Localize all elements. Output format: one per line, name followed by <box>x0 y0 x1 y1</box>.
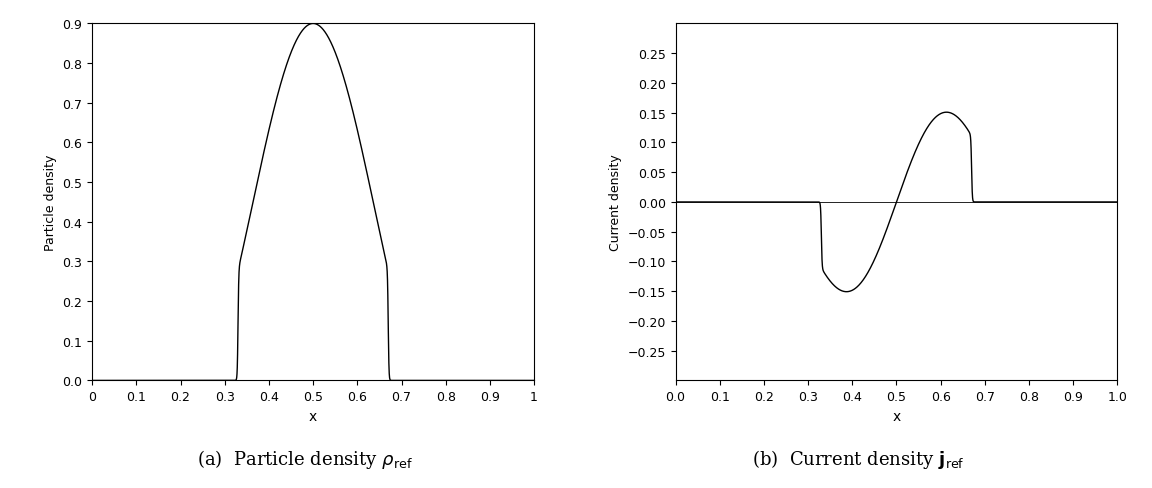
Text: (a)  Particle density $\rho_\mathrm{ref}$: (a) Particle density $\rho_\mathrm{ref}$ <box>197 447 414 469</box>
X-axis label: x: x <box>309 409 317 423</box>
Y-axis label: Current density: Current density <box>608 154 622 251</box>
X-axis label: x: x <box>893 409 901 423</box>
Text: (b)  Current density $\mathbf{j}_\mathrm{ref}$: (b) Current density $\mathbf{j}_\mathrm{… <box>752 447 964 469</box>
Y-axis label: Particle density: Particle density <box>44 154 56 251</box>
